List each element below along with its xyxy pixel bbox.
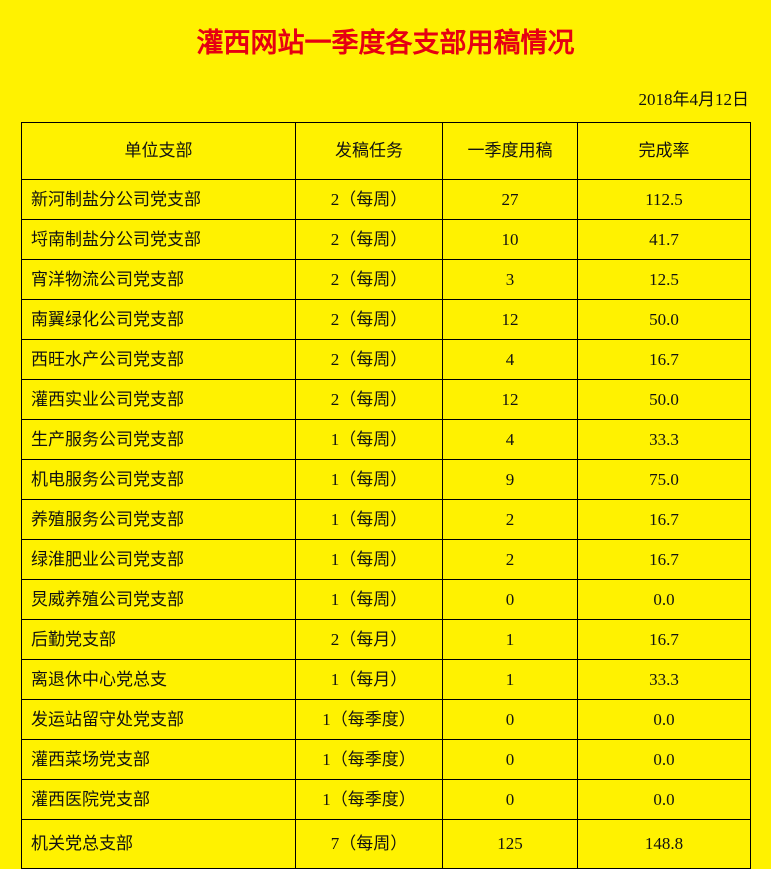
cell-unit: 机关党总支部: [21, 819, 296, 869]
table-row: 发运站留守处党支部 1（每季度） 0 0.0: [21, 699, 751, 740]
cell-unit: 养殖服务公司党支部: [21, 499, 296, 540]
cell-used: 0: [442, 579, 578, 620]
cell-used: 125: [442, 819, 578, 869]
page-title: 灌西网站一季度各支部用稿情况: [196, 28, 575, 58]
cell-task: 1（每月）: [295, 659, 443, 700]
table-row: 机关党总支部 7（每周） 125 148.8: [21, 819, 751, 869]
cell-unit: 新河制盐分公司党支部: [21, 179, 296, 220]
column-header-task: 发稿任务: [295, 122, 443, 180]
table-row: 炅威养殖公司党支部 1（每周） 0 0.0: [21, 579, 751, 620]
cell-rate: 16.7: [577, 499, 751, 540]
table-row: 灌西实业公司党支部 2（每周） 12 50.0: [21, 379, 751, 420]
cell-task: 2（每周）: [295, 379, 443, 420]
cell-unit: 灌西实业公司党支部: [21, 379, 296, 420]
cell-used: 0: [442, 779, 578, 820]
cell-unit: 后勤党支部: [21, 619, 296, 660]
table-row: 后勤党支部 2（每月） 1 16.7: [21, 619, 751, 660]
cell-task: 1（每周）: [295, 579, 443, 620]
cell-used: 10: [442, 219, 578, 260]
cell-used: 1: [442, 619, 578, 660]
table-row: 离退休中心党总支 1（每月） 1 33.3: [21, 659, 751, 700]
cell-unit: 机电服务公司党支部: [21, 459, 296, 500]
cell-rate: 16.7: [577, 539, 751, 580]
cell-unit: 离退休中心党总支: [21, 659, 296, 700]
cell-rate: 0.0: [577, 579, 751, 620]
table-row: 埒南制盐分公司党支部 2（每周） 10 41.7: [21, 219, 751, 260]
cell-rate: 0.0: [577, 699, 751, 740]
table-row: 生产服务公司党支部 1（每周） 4 33.3: [21, 419, 751, 460]
cell-used: 3: [442, 259, 578, 300]
cell-rate: 41.7: [577, 219, 751, 260]
cell-task: 1（每周）: [295, 419, 443, 460]
table-row: 灌西医院党支部 1（每季度） 0 0.0: [21, 779, 751, 820]
cell-rate: 50.0: [577, 299, 751, 340]
report-date: 2018年4月12日: [638, 90, 750, 109]
cell-rate: 75.0: [577, 459, 751, 500]
cell-unit: 埒南制盐分公司党支部: [21, 219, 296, 260]
cell-task: 2（每周）: [295, 339, 443, 380]
cell-task: 2（每周）: [295, 219, 443, 260]
cell-unit: 灌西菜场党支部: [21, 739, 296, 780]
cell-used: 1: [442, 659, 578, 700]
table-row: 新河制盐分公司党支部 2（每周） 27 112.5: [21, 179, 751, 220]
cell-used: 0: [442, 739, 578, 780]
column-header-unit: 单位支部: [21, 122, 296, 180]
cell-used: 2: [442, 539, 578, 580]
table-row: 绿淮肥业公司党支部 1（每周） 2 16.7: [21, 539, 751, 580]
column-header-used: 一季度用稿: [442, 122, 578, 180]
cell-task: 2（每月）: [295, 619, 443, 660]
cell-used: 2: [442, 499, 578, 540]
cell-rate: 12.5: [577, 259, 751, 300]
cell-used: 9: [442, 459, 578, 500]
cell-used: 0: [442, 699, 578, 740]
table-row: 灌西菜场党支部 1（每季度） 0 0.0: [21, 739, 751, 780]
table-row: 养殖服务公司党支部 1（每周） 2 16.7: [21, 499, 751, 540]
cell-used: 12: [442, 299, 578, 340]
cell-task: 2（每周）: [295, 299, 443, 340]
cell-unit: 宵洋物流公司党支部: [21, 259, 296, 300]
cell-task: 1（每周）: [295, 539, 443, 580]
cell-unit: 西旺水产公司党支部: [21, 339, 296, 380]
cell-used: 27: [442, 179, 578, 220]
cell-rate: 33.3: [577, 659, 751, 700]
cell-task: 7（每周）: [295, 819, 443, 869]
table-row: 南翼绿化公司党支部 2（每周） 12 50.0: [21, 299, 751, 340]
table-header-row: 单位支部 发稿任务 一季度用稿 完成率: [21, 122, 751, 180]
cell-rate: 16.7: [577, 339, 751, 380]
cell-rate: 16.7: [577, 619, 751, 660]
cell-used: 4: [442, 419, 578, 460]
table-row: 宵洋物流公司党支部 2（每周） 3 12.5: [21, 259, 751, 300]
cell-task: 1（每季度）: [295, 739, 443, 780]
table-row: 机电服务公司党支部 1（每周） 9 75.0: [21, 459, 751, 500]
cell-task: 2（每周）: [295, 179, 443, 220]
cell-unit: 发运站留守处党支部: [21, 699, 296, 740]
cell-unit: 绿淮肥业公司党支部: [21, 539, 296, 580]
table-body: 新河制盐分公司党支部 2（每周） 27 112.5 埒南制盐分公司党支部 2（每…: [21, 179, 751, 869]
usage-table: 单位支部 发稿任务 一季度用稿 完成率 新河制盐分公司党支部 2（每周） 27 …: [21, 122, 751, 869]
cell-task: 1（每周）: [295, 459, 443, 500]
cell-unit: 炅威养殖公司党支部: [21, 579, 296, 620]
cell-unit: 生产服务公司党支部: [21, 419, 296, 460]
cell-rate: 148.8: [577, 819, 751, 869]
cell-rate: 33.3: [577, 419, 751, 460]
cell-used: 4: [442, 339, 578, 380]
cell-task: 1（每季度）: [295, 779, 443, 820]
cell-task: 1（每周）: [295, 499, 443, 540]
cell-task: 1（每季度）: [295, 699, 443, 740]
cell-task: 2（每周）: [295, 259, 443, 300]
cell-used: 12: [442, 379, 578, 420]
table-row: 西旺水产公司党支部 2（每周） 4 16.7: [21, 339, 751, 380]
cell-rate: 112.5: [577, 179, 751, 220]
column-header-rate: 完成率: [577, 122, 751, 180]
cell-rate: 0.0: [577, 779, 751, 820]
cell-rate: 50.0: [577, 379, 751, 420]
cell-unit: 南翼绿化公司党支部: [21, 299, 296, 340]
cell-rate: 0.0: [577, 739, 751, 780]
cell-unit: 灌西医院党支部: [21, 779, 296, 820]
